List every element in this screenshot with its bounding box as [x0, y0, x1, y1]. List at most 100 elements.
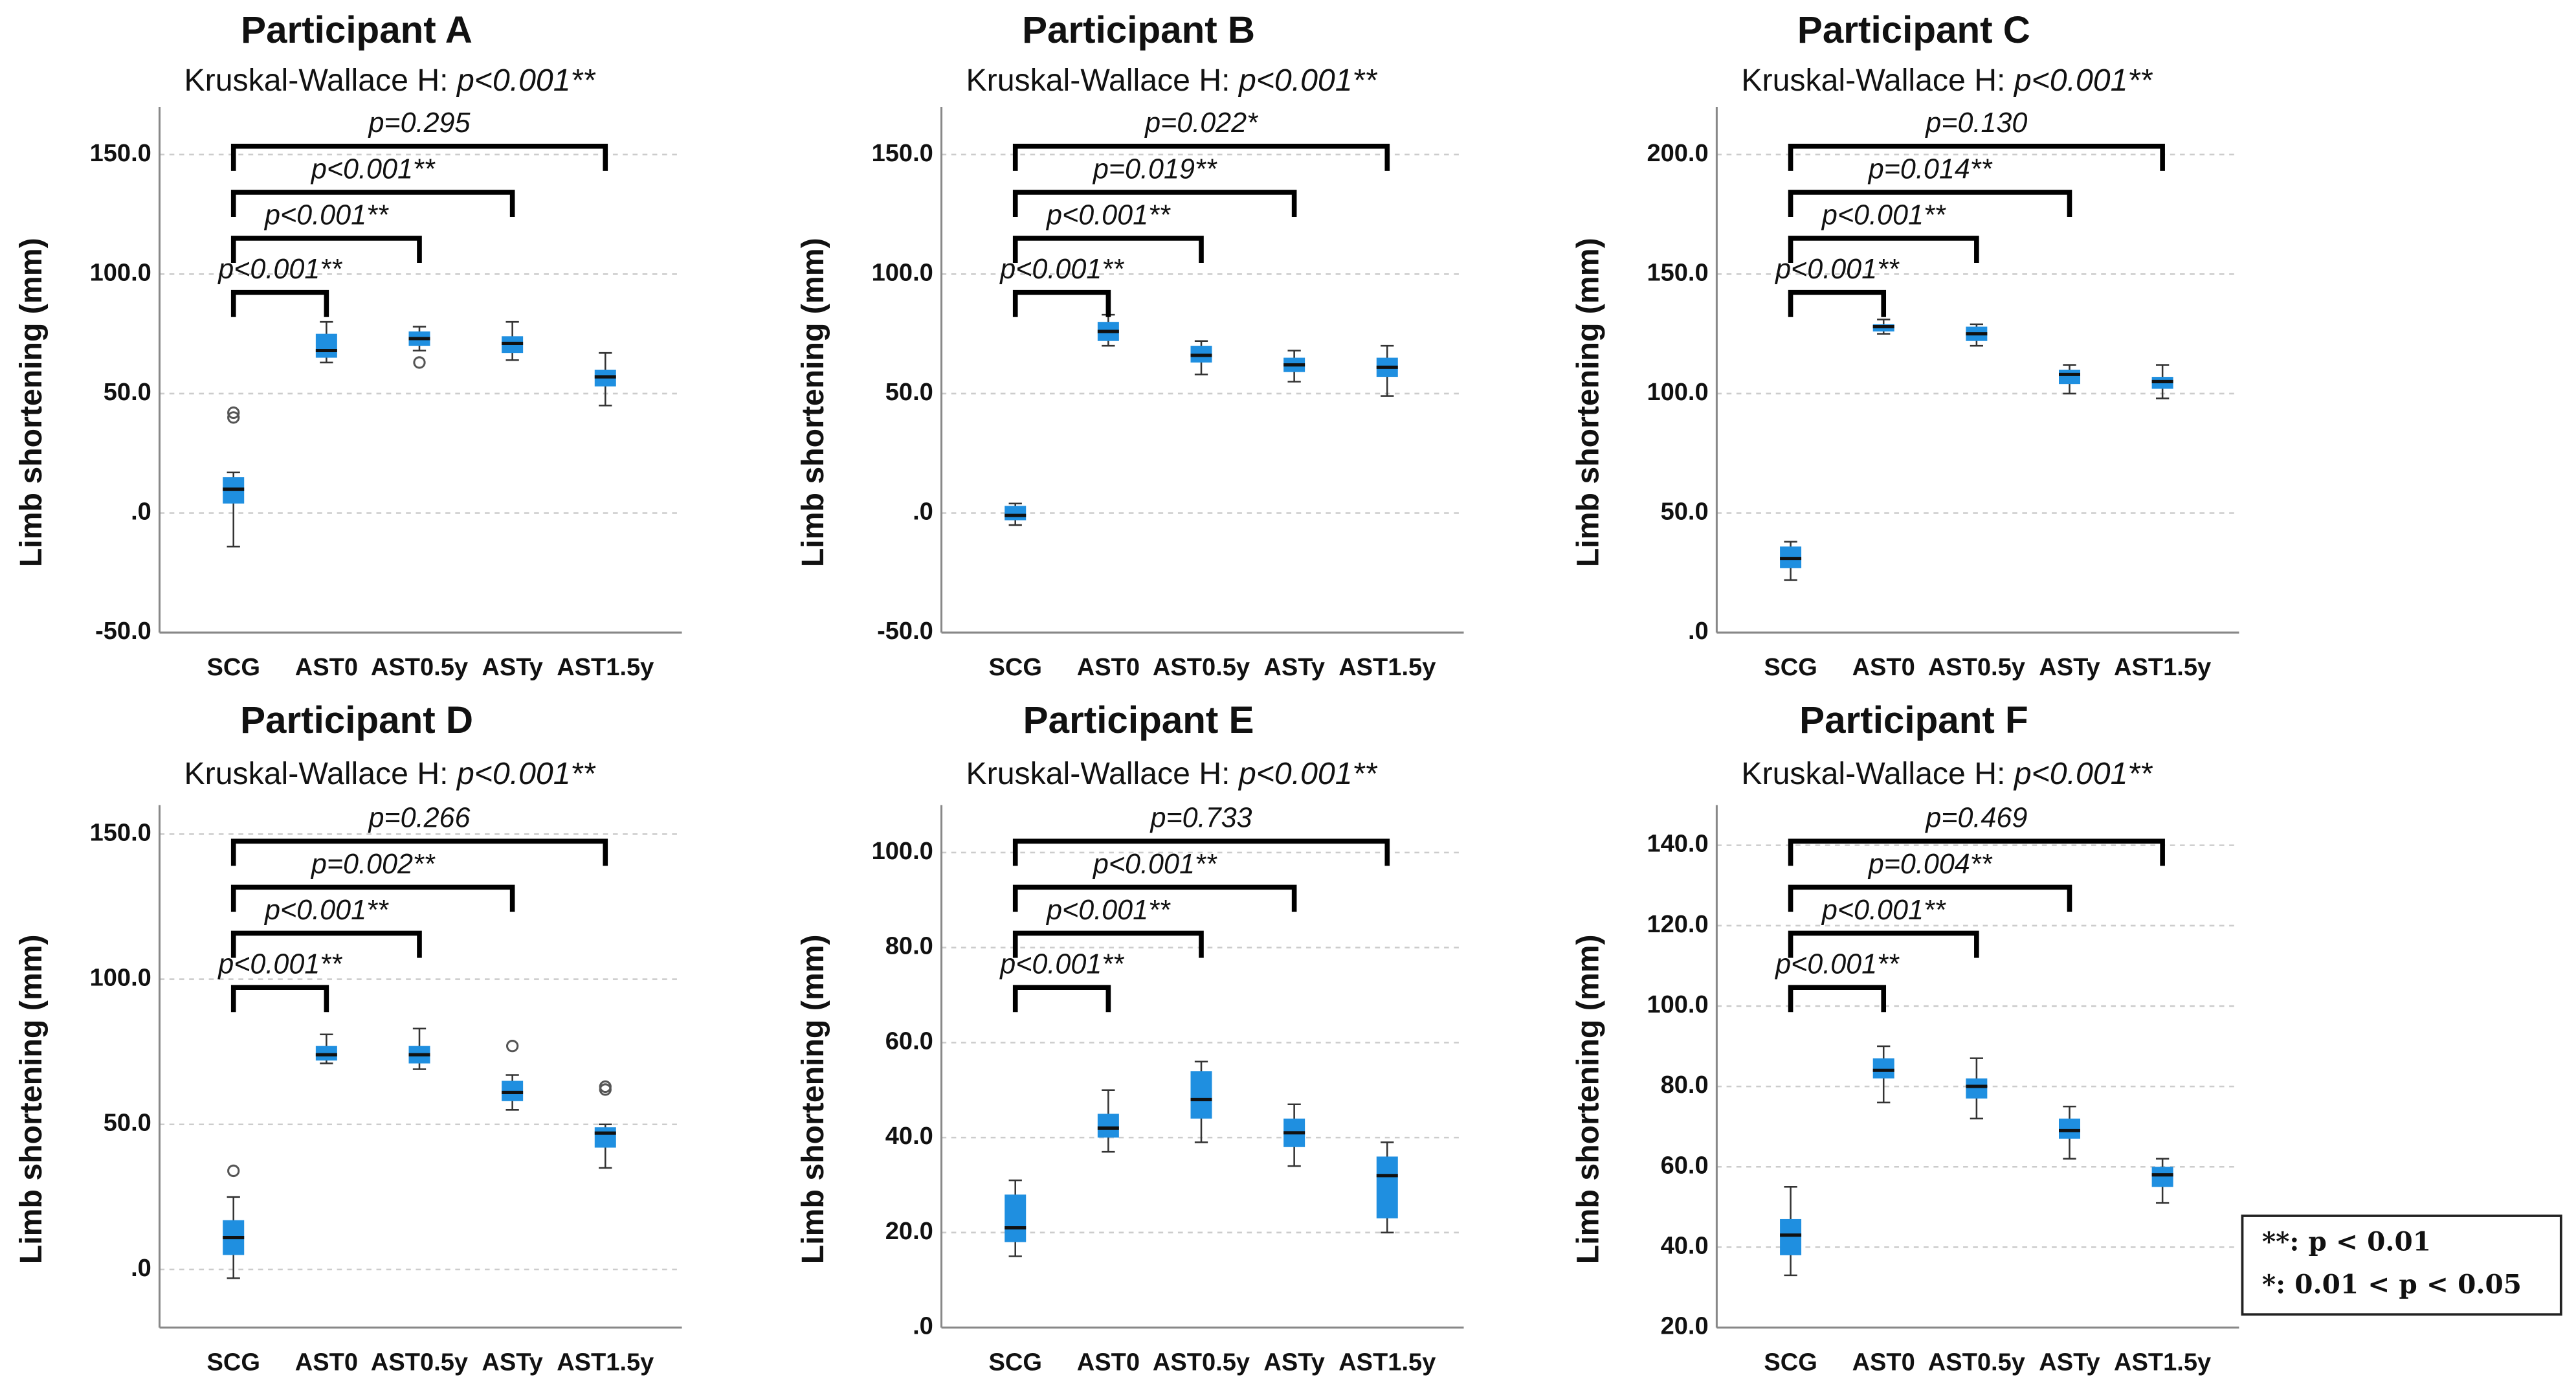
outlier — [413, 356, 426, 369]
bracket — [1788, 236, 1979, 263]
x-tick-label: SCG — [1764, 1349, 1817, 1376]
subtitle-p: p<0.001** — [456, 756, 596, 791]
y-axis-label: Limb shortening (mm) — [14, 238, 49, 567]
bracket — [230, 884, 515, 912]
box — [1376, 1156, 1398, 1218]
y-tick-label: 100.0 — [90, 259, 151, 286]
bracket — [230, 289, 329, 317]
outlier — [505, 1040, 519, 1053]
p-value-label: p<0.001** — [1045, 199, 1171, 230]
y-tick-label: -50.0 — [877, 618, 933, 645]
x-tick-label: ASTy — [1263, 1349, 1324, 1376]
x-tick-label: AST0.5y — [1928, 1349, 2025, 1376]
x-tick-label: AST1.5y — [1338, 1349, 1436, 1376]
x-tick-label: SCG — [988, 1349, 1041, 1376]
bracket — [230, 930, 422, 958]
p-value-label: p=0.469 — [1924, 803, 2027, 834]
bracket — [1012, 930, 1204, 958]
box — [1005, 1194, 1027, 1242]
x-tick-label: AST0 — [295, 1349, 358, 1376]
x-tick-label: AST0 — [1077, 654, 1140, 681]
subtitle: Kruskal-Wallace H: p<0.001** — [966, 63, 1379, 98]
y-axis-label: Limb shortening (mm) — [14, 934, 49, 1264]
p-value-label: p=0.130 — [1924, 107, 2027, 139]
y-tick-label: .0 — [913, 499, 933, 526]
p-value-label: p=0.014** — [1867, 153, 1993, 185]
chart-title: Participant E — [1023, 699, 1254, 741]
x-tick-label: SCG — [206, 654, 260, 681]
p-value-label: p<0.001** — [1092, 849, 1217, 880]
y-tick-label: 20.0 — [1661, 1313, 1709, 1340]
y-tick-label: 50.0 — [885, 379, 933, 406]
bracket — [1012, 190, 1297, 217]
y-tick-label: .0 — [1688, 618, 1709, 645]
box — [1190, 1071, 1212, 1119]
y-tick-label: .0 — [131, 499, 151, 526]
note-line: **: p < 0.01 — [2262, 1226, 2431, 1257]
y-tick-label: 150.0 — [1647, 259, 1708, 286]
subtitle: Kruskal-Wallace H: p<0.001** — [1741, 63, 2153, 98]
chart-title: Participant C — [1797, 9, 2030, 51]
p-value-label: p<0.001** — [310, 153, 436, 185]
y-tick-label: 150.0 — [872, 140, 933, 167]
y-axis-label: Limb shortening (mm) — [1571, 934, 1606, 1264]
chart-title: Participant A — [241, 9, 472, 51]
p-value-label: p=0.022* — [1144, 107, 1258, 139]
box — [2059, 370, 2080, 385]
p-value-label: p=0.004** — [1867, 849, 1993, 880]
y-tick-label: .0 — [913, 1313, 933, 1340]
subtitle-p: p<0.001** — [2013, 63, 2153, 98]
outlier — [599, 1080, 612, 1093]
x-tick-label: AST1.5y — [1338, 654, 1436, 681]
subtitle-text: Kruskal-Wallace H: — [1741, 756, 2014, 791]
y-tick-label: 150.0 — [90, 819, 151, 846]
x-tick-label: AST1.5y — [2114, 1349, 2211, 1376]
p-value-label: p=0.733 — [1149, 803, 1252, 834]
chart-title: Participant D — [240, 699, 473, 741]
outlier — [227, 411, 240, 424]
bracket — [1012, 144, 1390, 171]
p-value-label: p<0.001** — [263, 199, 389, 230]
p-value-label: p<0.001** — [999, 949, 1124, 980]
x-tick-label: ASTy — [1263, 654, 1324, 681]
subtitle-p: p<0.001** — [456, 63, 596, 98]
y-tick-label: 120.0 — [1647, 911, 1708, 938]
bracket — [1788, 289, 1887, 317]
subtitle-text: Kruskal-Wallace H: — [184, 756, 457, 791]
subtitle: Kruskal-Wallace H: p<0.001** — [184, 63, 597, 98]
p-value-label: p<0.001** — [1821, 895, 1946, 926]
y-tick-label: 100.0 — [1647, 379, 1708, 406]
subtitle-text: Kruskal-Wallace H: — [966, 756, 1239, 791]
y-tick-label: 60.0 — [885, 1027, 933, 1055]
p-value-label: p=0.295 — [367, 107, 471, 139]
bracket — [230, 236, 422, 263]
x-tick-label: AST1.5y — [2114, 654, 2211, 681]
subtitle-p: p<0.001** — [1238, 63, 1378, 98]
y-tick-label: 150.0 — [90, 140, 151, 167]
y-tick-label: -50.0 — [95, 618, 151, 645]
x-tick-label: AST0 — [1852, 654, 1915, 681]
chart-title: Participant F — [1799, 699, 2028, 741]
bracket — [1012, 884, 1297, 912]
subtitle: Kruskal-Wallace H: p<0.001** — [1741, 756, 2153, 791]
outlier — [227, 1164, 240, 1178]
x-tick-label: SCG — [988, 654, 1041, 681]
bracket — [1788, 884, 2072, 912]
x-tick-label: ASTy — [482, 1349, 542, 1376]
box — [1780, 1218, 1802, 1255]
note-line: *: 0.01 < p < 0.05 — [2262, 1269, 2522, 1300]
p-value-label: p<0.001** — [999, 254, 1124, 285]
y-axis-label: Limb shortening (mm) — [795, 238, 830, 567]
p-value-label: p<0.001** — [1774, 949, 1900, 980]
bracket — [1788, 144, 2165, 171]
y-tick-label: 100.0 — [1647, 991, 1708, 1018]
p-value-label: p=0.002** — [310, 849, 436, 880]
subtitle-text: Kruskal-Wallace H: — [184, 63, 457, 98]
bracket — [1788, 930, 1979, 958]
y-tick-label: 60.0 — [1661, 1152, 1709, 1179]
y-tick-label: 50.0 — [104, 379, 151, 406]
p-value-label: p<0.001** — [217, 254, 342, 285]
y-tick-label: 100.0 — [872, 838, 933, 865]
x-tick-label: AST0.5y — [1153, 1349, 1250, 1376]
bracket — [1012, 985, 1111, 1013]
